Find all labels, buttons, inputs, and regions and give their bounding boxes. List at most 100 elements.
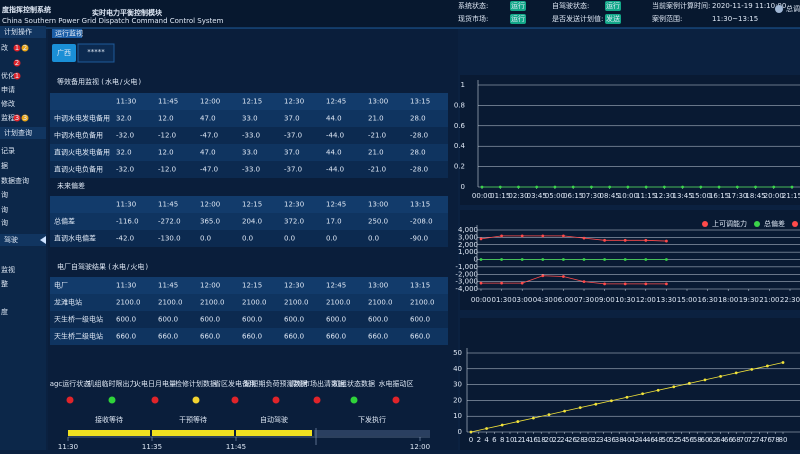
cell: 2100.0 [326, 299, 351, 307]
x-tick-label: 64 [716, 436, 725, 444]
data-point [562, 234, 565, 238]
column-header: 12:45 [326, 201, 346, 209]
data-point [553, 185, 557, 189]
tab[interactable] [52, 29, 82, 38]
region-button[interactable] [52, 44, 76, 62]
y-tick-label: -1,000 [455, 263, 478, 271]
column-header: 11:45 [158, 282, 178, 290]
table-row [50, 213, 448, 230]
data-point [665, 282, 668, 286]
table-header [50, 93, 448, 110]
cell: 660.0 [326, 333, 346, 341]
cell: -33.0 [242, 132, 260, 140]
chart-panel [460, 318, 800, 450]
x-tick-label: 36 [607, 436, 616, 444]
data-point [532, 416, 535, 420]
x-tick-label: 06:15 [563, 192, 583, 200]
cell: 47.0 [200, 149, 216, 157]
cell: 600.0 [410, 316, 430, 324]
cell: 37.0 [284, 149, 300, 157]
sidebar-collapse[interactable] [40, 236, 46, 244]
column-header: 12:45 [326, 282, 346, 290]
cell: 37.0 [284, 115, 300, 123]
x-tick-label: 76 [763, 436, 772, 444]
status-value: 运行 [606, 1, 620, 10]
x-tick-label: 22 [552, 436, 561, 444]
table-row [50, 127, 448, 144]
data-point [571, 185, 575, 189]
sidebar-item: 整 [1, 279, 8, 288]
badge [21, 44, 29, 52]
cell: -47.0 [200, 132, 218, 140]
data-point [590, 185, 593, 189]
table-row [50, 161, 448, 178]
data-point [703, 378, 707, 382]
data-point [516, 420, 520, 423]
x-tick-label: 10:00 [618, 192, 638, 200]
x-tick-label: 62 [708, 436, 717, 444]
column-header: 11:30 [116, 201, 136, 209]
data-point [603, 258, 606, 261]
data-point [500, 234, 503, 238]
x-tick-label: 12 [513, 436, 522, 444]
cell: 12.0 [158, 115, 174, 123]
timeline-time: 11:30 [58, 443, 78, 450]
x-tick-label: 28 [576, 436, 585, 444]
data-point [750, 368, 754, 371]
status-value: 发送 [606, 14, 620, 23]
x-tick-label: 15:00 [677, 296, 697, 304]
data-point [644, 282, 648, 286]
x-tick-label: 0 [469, 436, 473, 444]
x-tick-label: 20:00 [764, 192, 784, 200]
status-dot [151, 396, 159, 404]
status-dot [66, 396, 74, 404]
status-dot [231, 396, 239, 404]
sidebar-item: 据 [1, 161, 8, 170]
row-label: 直调火电负备用 [54, 165, 103, 174]
cell: 600.0 [326, 316, 346, 324]
sidebar-item: 计划操作 [4, 27, 32, 36]
data-point [603, 282, 606, 286]
x-tick-label: 22:30 [780, 296, 800, 304]
x-tick-label: 24 [560, 436, 569, 444]
x-tick-label: 44 [638, 436, 647, 444]
x-tick-label: 21:15 [782, 192, 800, 200]
cell: -90.0 [410, 235, 428, 243]
cell: 600.0 [116, 316, 136, 324]
column-header: 11:45 [158, 201, 178, 209]
timeline-time: 11:45 [226, 443, 246, 450]
cell: -44.0 [326, 166, 344, 174]
cell: -44.0 [326, 132, 344, 140]
x-tick-label: 18:00 [718, 296, 738, 304]
stage-label: 下发执行 [358, 415, 386, 424]
sidebar-item: 询 [1, 218, 8, 227]
cell: 28.0 [410, 115, 426, 123]
sidebar-item: 数据查询 [1, 176, 29, 185]
column-header: 13:15 [410, 282, 430, 290]
y-tick-label: 50 [453, 349, 462, 357]
sidebar-item: 询 [1, 205, 8, 214]
x-tick-label: 58 [693, 436, 702, 444]
data-point [766, 364, 769, 368]
cell: 0.0 [326, 235, 337, 243]
cell: 0.0 [200, 235, 211, 243]
status-badge [510, 1, 526, 11]
cell: -33.0 [242, 166, 260, 174]
sidebar-item: 度 [1, 307, 8, 316]
x-tick-label: 4 [484, 436, 489, 444]
indicator-label: agc运行状态 [50, 379, 91, 388]
legend-label: 上可调能力 [712, 219, 747, 228]
cell: 2100.0 [410, 299, 435, 307]
y-tick-label: -2,000 [455, 270, 478, 278]
status-value: 运行 [511, 1, 525, 10]
chart-panel [460, 210, 800, 310]
data-point [626, 185, 630, 189]
legend-swatch [754, 221, 760, 227]
y-tick-label: -4,000 [455, 285, 478, 293]
data-point [563, 409, 566, 413]
status-dot [108, 396, 116, 404]
sidebar-header [0, 234, 46, 246]
sidebar-header [0, 26, 46, 38]
data-point [656, 388, 660, 392]
cell: -42.0 [116, 235, 134, 243]
